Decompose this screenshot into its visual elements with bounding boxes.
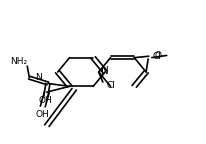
Text: NH₂: NH₂ bbox=[11, 57, 28, 66]
Text: N: N bbox=[101, 66, 109, 76]
Text: OH: OH bbox=[36, 110, 50, 119]
Text: O: O bbox=[155, 51, 162, 60]
Text: OH: OH bbox=[39, 96, 53, 105]
Text: Cl: Cl bbox=[152, 52, 161, 61]
Text: Cl: Cl bbox=[107, 81, 116, 90]
Text: N: N bbox=[35, 73, 42, 82]
